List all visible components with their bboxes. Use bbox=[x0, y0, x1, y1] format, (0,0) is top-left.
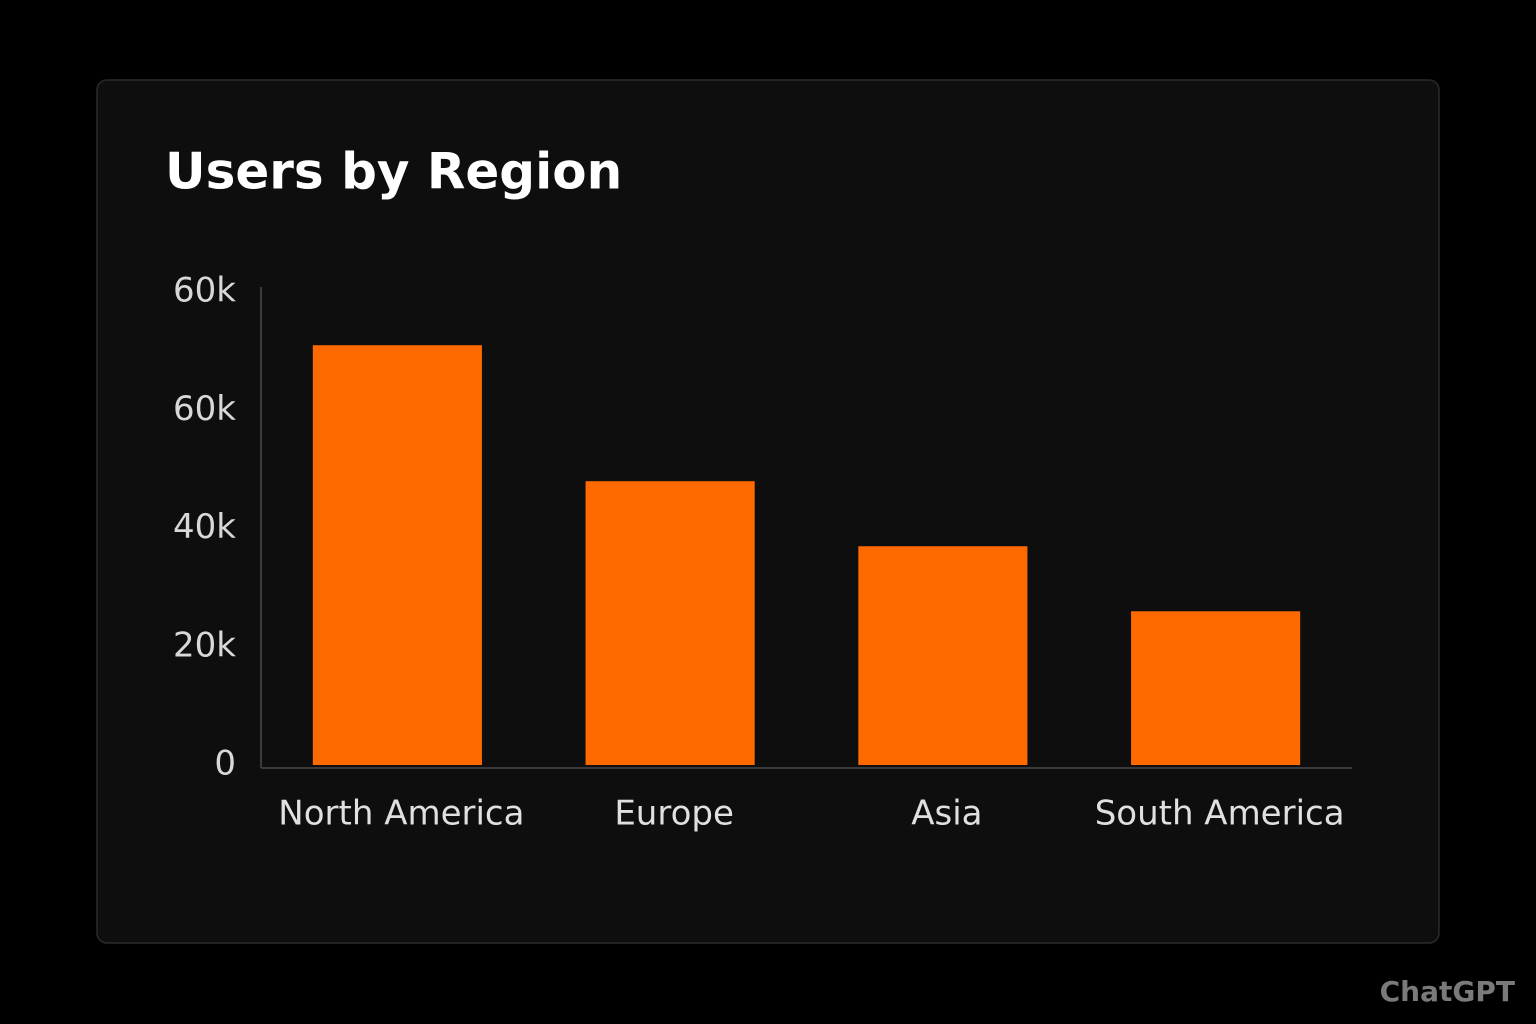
x-tick-label: Asia bbox=[911, 794, 982, 834]
x-tick-label: South America bbox=[1095, 794, 1345, 834]
x-tick-label: North America bbox=[278, 794, 524, 834]
y-tick-label: 0 bbox=[214, 744, 236, 784]
y-tick-label: 60k bbox=[173, 389, 236, 429]
bar bbox=[312, 345, 482, 765]
x-tick-label: Europe bbox=[614, 794, 734, 834]
watermark: ChatGPT bbox=[1380, 975, 1515, 1008]
bar bbox=[858, 546, 1028, 765]
bar bbox=[585, 481, 755, 765]
chart-title: Users by Region bbox=[165, 143, 622, 201]
y-tick-label: 40k bbox=[173, 507, 236, 547]
y-tick-label: 60k bbox=[173, 271, 236, 311]
bar bbox=[1131, 611, 1301, 765]
y-tick-label: 20k bbox=[173, 625, 236, 665]
